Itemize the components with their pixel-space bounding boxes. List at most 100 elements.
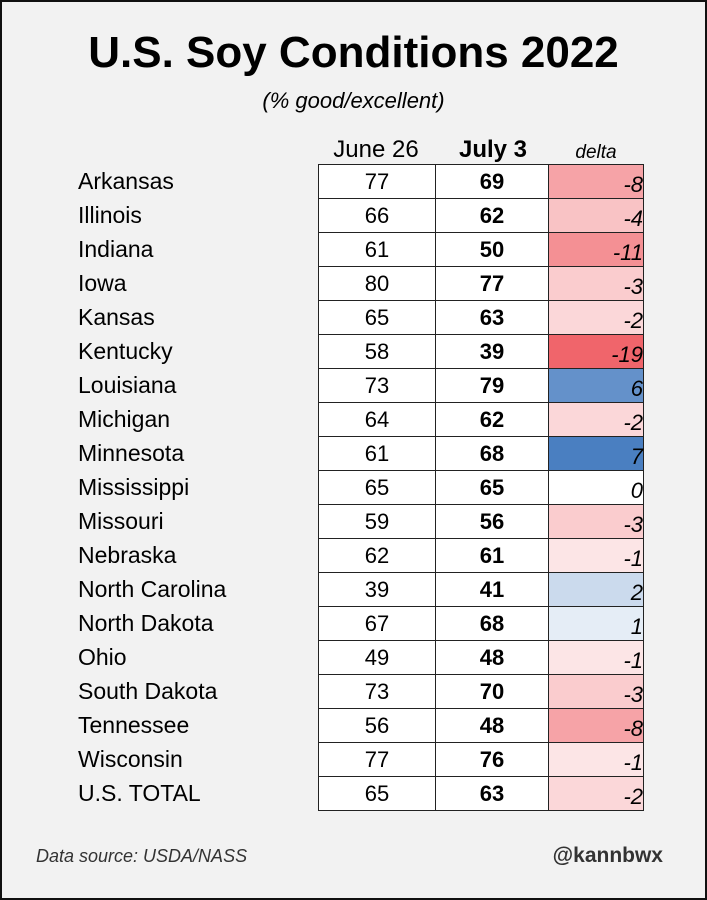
chart-title: U.S. Soy Conditions 2022 [88,28,619,77]
state-label: North Carolina [78,576,227,602]
delta-cell: -3 [548,674,644,709]
july3-cell: 41 [435,572,549,607]
table-row: 73 79 6 [318,368,644,403]
delta-cell: -2 [548,776,644,811]
table-row: 49 48 -1 [318,640,644,675]
delta-cell: 2 [548,572,644,607]
table-row: 39 41 2 [318,572,644,607]
delta-cell: -1 [548,742,644,777]
state-label: Ohio [78,644,127,670]
june26-cell: 65 [318,300,436,335]
july3-cell: 62 [435,198,549,233]
delta-cell: 0 [548,470,644,505]
state-label: Wisconsin [78,746,183,772]
data-source-note: Data source: USDA/NASS [36,846,248,866]
june26-cell: 73 [318,368,436,403]
state-label: Iowa [78,270,127,296]
delta-cell: -2 [548,300,644,335]
july3-cell: 68 [435,436,549,471]
delta-cell: -1 [548,538,644,573]
june26-cell: 65 [318,776,436,811]
june26-cell: 56 [318,708,436,743]
july3-cell: 70 [435,674,549,709]
june26-cell: 64 [318,402,436,437]
table-row: 66 62 -4 [318,198,644,233]
delta-cell: -4 [548,198,644,233]
june26-cell: 59 [318,504,436,539]
table-row: 77 69 -8 [318,164,644,199]
june26-cell: 58 [318,334,436,369]
july3-cell: 56 [435,504,549,539]
author-handle: @kannbwx [552,844,663,867]
july3-cell: 48 [435,708,549,743]
july3-cell: 63 [435,776,549,811]
july3-cell: 62 [435,402,549,437]
table-row: 59 56 -3 [318,504,644,539]
delta-cell: 6 [548,368,644,403]
june26-cell: 77 [318,742,436,777]
delta-cell: -8 [548,164,644,199]
june26-cell: 77 [318,164,436,199]
july3-cell: 68 [435,606,549,641]
june26-cell: 67 [318,606,436,641]
july3-cell: 65 [435,470,549,505]
july3-cell: 77 [435,266,549,301]
state-label: Missouri [78,508,164,534]
june26-cell: 66 [318,198,436,233]
june26-cell: 61 [318,436,436,471]
july3-cell: 50 [435,232,549,267]
state-label: Michigan [78,406,171,432]
table-row: 61 68 7 [318,436,644,471]
table-row: 67 68 1 [318,606,644,641]
june26-cell: 49 [318,640,436,675]
state-label: Indiana [78,236,154,262]
state-label: Kansas [78,304,155,330]
delta-cell: -8 [548,708,644,743]
table-row: 56 48 -8 [318,708,644,743]
delta-cell: -2 [548,402,644,437]
state-label: Nebraska [78,542,177,568]
state-label: Arkansas [78,168,174,194]
table-row: 65 63 -2 [318,300,644,335]
delta-cell: -19 [548,334,644,369]
state-labels: Arkansas Illinois Indiana Iowa Kansas Kentuck… [78,164,226,810]
june26-cell: 61 [318,232,436,267]
state-label: Kentucky [78,338,173,364]
table-row: 64 62 -2 [318,402,644,437]
table-row: 61 50 -11 [318,232,644,267]
conditions-table: 77 69 -8 66 62 -4 61 50 -11 80 77 -3 65 63 -2 58 39 -19 73… [318,164,644,811]
june26-cell: 39 [318,572,436,607]
june26-cell: 65 [318,470,436,505]
june26-cell: 80 [318,266,436,301]
delta-cell: -3 [548,266,644,301]
state-label: Tennessee [78,712,190,738]
july3-cell: 39 [435,334,549,369]
column-header-delta: delta [575,142,617,163]
state-label: South Dakota [78,678,218,704]
state-label: North Dakota [78,610,214,636]
july3-cell: 79 [435,368,549,403]
july3-cell: 63 [435,300,549,335]
table-row: 77 76 -1 [318,742,644,777]
july3-cell: 76 [435,742,549,777]
delta-cell: -1 [548,640,644,675]
state-label: Minnesota [78,440,185,466]
table-row: 73 70 -3 [318,674,644,709]
state-label: Louisiana [78,372,177,398]
column-header-june26: June 26 [333,136,419,163]
july3-cell: 61 [435,538,549,573]
delta-cell: 1 [548,606,644,641]
state-label: Illinois [78,202,142,228]
chart-subtitle: (% good/excellent) [262,88,445,113]
table-row: 62 61 -1 [318,538,644,573]
state-label: U.S. TOTAL [78,780,201,806]
state-label: Mississippi [78,474,190,500]
delta-cell: -11 [548,232,644,267]
table-row: 65 63 -2 [318,776,644,811]
june26-cell: 73 [318,674,436,709]
table-row: 58 39 -19 [318,334,644,369]
june26-cell: 62 [318,538,436,573]
column-header-july3: July 3 [458,136,528,163]
delta-cell: 7 [548,436,644,471]
delta-cell: -3 [548,504,644,539]
